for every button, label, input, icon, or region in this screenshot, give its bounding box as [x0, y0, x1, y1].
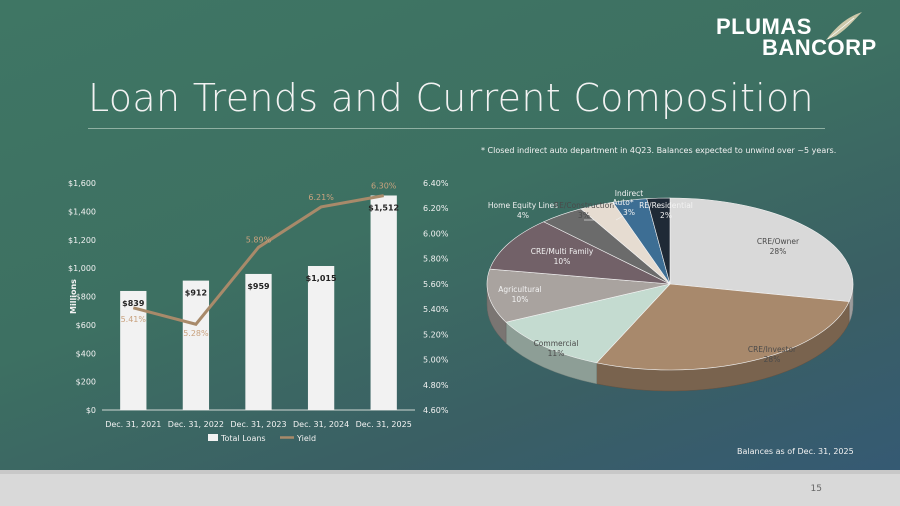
pie-label-name: CRE/Multi Family — [531, 247, 594, 256]
pie-label-name: Commercial — [534, 339, 579, 348]
x-tick-label: Dec. 31, 2023 — [230, 420, 286, 429]
loan-trends-chart: $0 $200 $400 $600 $800 $1,000 $1,200 $1,400 $1,6… — [68, 179, 449, 443]
pie-label-pct: 3% — [578, 211, 590, 220]
y2-tick-label: 6.40% — [423, 179, 449, 188]
y-tick-label: $1,200 — [68, 236, 96, 245]
y2-tick-label: 4.80% — [423, 381, 449, 390]
x-tick-label: Dec. 31, 2024 — [293, 420, 349, 429]
bar-value-label: $959 — [247, 282, 270, 291]
yield-value-label: 5.89% — [246, 235, 272, 244]
balances-as-of: Balances as of Dec. 31, 2025 — [737, 447, 854, 456]
bar — [245, 273, 272, 410]
pie-label-pct: 11% — [548, 349, 565, 358]
pie-slice — [505, 283, 671, 364]
company-logo: PLUMAS BANCORP — [716, 10, 896, 60]
x-tick-label: Dec. 31, 2021 — [105, 420, 161, 429]
bar — [182, 280, 210, 410]
bar — [307, 265, 335, 410]
pie-slice — [646, 197, 671, 285]
loan-composition-pie: CRE/Owner28%CRE/Investor28%Commercial11%… — [486, 189, 854, 392]
yield-value-label: 5.28% — [183, 329, 209, 338]
footnote: * Closed indirect auto department in 4Q2… — [481, 146, 837, 155]
legend-label-yield: Yield — [296, 434, 316, 443]
yield-value-label: 5.41% — [121, 315, 147, 324]
logo-line-2: BANCORP — [762, 35, 877, 60]
bar-value-label: $1,015 — [306, 274, 337, 283]
footer-bar: 15 — [0, 470, 900, 506]
pie-label-name: CRE/Investor — [748, 345, 797, 354]
y2-tick-label: 5.40% — [423, 305, 449, 314]
pie-slice — [489, 221, 671, 285]
footer-rule — [0, 470, 900, 474]
y-tick-label: $800 — [76, 293, 96, 302]
pie-label-name: Agricultural — [498, 285, 541, 294]
y-tick-label: $1,400 — [68, 207, 96, 216]
bar-value-label: $839 — [122, 299, 145, 308]
x-tick-label: Dec. 31, 2025 — [356, 420, 412, 429]
y2-tick-label: 5.80% — [423, 255, 449, 264]
y-tick-label: $1,600 — [68, 179, 96, 188]
y-tick-label: $1,000 — [68, 264, 96, 273]
pie-leader-line — [615, 215, 624, 221]
pie-side-walls — [486, 283, 854, 392]
y-tick-label: $200 — [76, 378, 96, 387]
y2-tick-label: 4.60% — [423, 406, 449, 415]
logo-line-1: PLUMAS — [716, 14, 812, 39]
pie-slice — [596, 283, 850, 371]
legend-swatch-total-loans — [208, 434, 218, 441]
title-divider — [88, 128, 825, 129]
pie-label-pct: 28% — [770, 247, 787, 256]
pie-slice — [669, 197, 854, 302]
pie-label-pct: 2% — [660, 211, 672, 220]
y2-tick-label: 6.00% — [423, 229, 449, 238]
bar-value-label: $1,512 — [368, 203, 399, 212]
y2-tick-label: 6.20% — [423, 204, 449, 213]
pie-label-pct: 28% — [764, 355, 781, 364]
yield-value-label: 6.30% — [371, 182, 397, 191]
pie-label-name: RE/Residential — [639, 201, 693, 210]
pie-label-pct: 4% — [517, 211, 529, 220]
pie-label-name: Auto* — [612, 198, 633, 207]
pie-label-pct: 10% — [554, 257, 571, 266]
pie-label-name: CRE/Owner — [757, 237, 800, 246]
y-tick-label: $400 — [76, 349, 96, 358]
pie-slice — [486, 268, 671, 323]
bar-value-label: $912 — [185, 289, 207, 298]
page-title: Loan Trends and Current Composition — [88, 76, 814, 120]
y-tick-label: $0 — [86, 406, 96, 415]
pie-label-name: Home Equity Lines — [488, 201, 558, 210]
y2-tick-label: 5.60% — [423, 280, 449, 289]
y2-tick-label: 5.20% — [423, 330, 449, 339]
y-axis-title: Millions — [69, 279, 78, 314]
bar — [370, 195, 397, 410]
yield-line — [132, 194, 384, 326]
pie-label-pct: 10% — [512, 295, 529, 304]
feather-icon — [826, 12, 862, 40]
pie-label-name: Indirect — [615, 189, 643, 198]
x-tick-label: Dec. 31, 2022 — [168, 420, 224, 429]
y-tick-label: $600 — [76, 321, 96, 330]
pie-label-name: RE/Construction — [554, 201, 614, 210]
legend-label-total-loans: Total Loans — [220, 434, 266, 443]
y2-tick-label: 5.00% — [423, 356, 449, 365]
pie-label-pct: 3% — [623, 208, 635, 217]
page-number: 15 — [810, 484, 822, 494]
yield-value-label: 6.21% — [308, 193, 334, 202]
pie-top — [486, 197, 854, 371]
